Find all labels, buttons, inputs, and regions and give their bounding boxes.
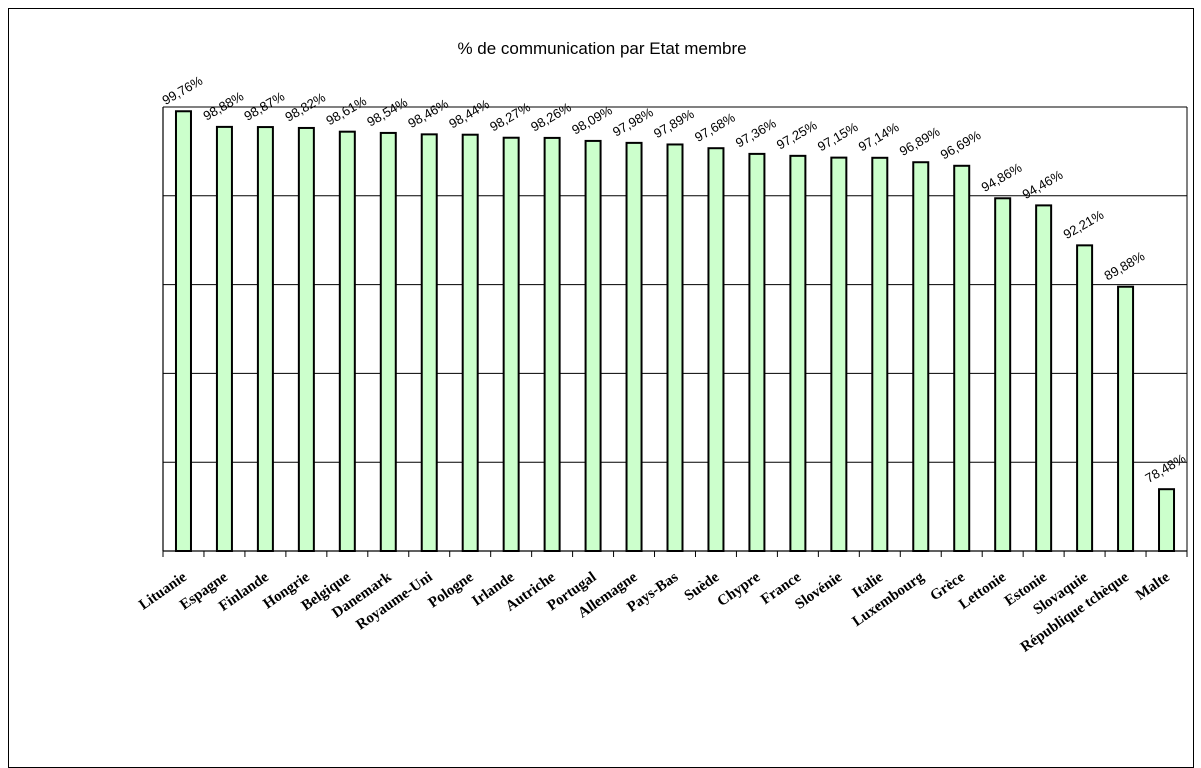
bar bbox=[502, 136, 520, 552]
bar bbox=[338, 130, 356, 552]
data-label: 98,88% bbox=[200, 88, 246, 123]
bar bbox=[912, 161, 930, 552]
data-label: 98,27% bbox=[487, 99, 533, 134]
bar bbox=[1117, 285, 1135, 552]
bar bbox=[379, 131, 397, 553]
bar bbox=[297, 126, 315, 553]
data-label: 98,61% bbox=[323, 93, 369, 128]
category-label: Pologne bbox=[426, 569, 477, 611]
data-label: 98,54% bbox=[364, 94, 410, 129]
category-label: Lettonie bbox=[956, 569, 1009, 613]
bar bbox=[789, 154, 807, 552]
category-label: Chypre bbox=[715, 569, 764, 610]
data-label: 99,76% bbox=[159, 73, 205, 108]
bar bbox=[953, 164, 971, 552]
data-label: 97,98% bbox=[610, 104, 656, 139]
bar bbox=[1035, 204, 1053, 552]
bar bbox=[707, 147, 725, 553]
bar bbox=[420, 133, 438, 552]
bar bbox=[1158, 488, 1176, 552]
data-label: 97,36% bbox=[733, 115, 779, 150]
bar-chart-plot: 99,76%Lituanie98,88%Espagne98,87%Finland… bbox=[136, 73, 1189, 656]
data-label: 96,69% bbox=[938, 127, 984, 162]
bar bbox=[215, 125, 233, 552]
chart-title: % de communication par Etat membre bbox=[457, 39, 747, 58]
bar bbox=[994, 197, 1012, 552]
data-label: 97,25% bbox=[774, 117, 820, 152]
data-label: 98,44% bbox=[446, 96, 492, 131]
data-label: 98,26% bbox=[528, 99, 574, 134]
chart-frame: % de communication par Etat membre 99,76… bbox=[8, 8, 1194, 768]
data-label: 98,87% bbox=[241, 88, 287, 123]
bar bbox=[1076, 244, 1094, 552]
data-label: 89,88% bbox=[1102, 248, 1148, 283]
bar bbox=[174, 110, 192, 553]
category-label: Malte bbox=[1133, 569, 1173, 604]
data-label: 92,21% bbox=[1061, 207, 1107, 242]
data-label: 97,14% bbox=[856, 119, 902, 154]
bar bbox=[584, 139, 602, 552]
data-label: 96,89% bbox=[897, 124, 943, 159]
data-label: 98,46% bbox=[405, 96, 451, 131]
bar bbox=[871, 156, 889, 552]
category-label: Slovénie bbox=[792, 569, 845, 613]
bar bbox=[543, 136, 561, 552]
data-label: 97,89% bbox=[651, 106, 697, 141]
data-label: 97,68% bbox=[692, 110, 738, 145]
bar bbox=[666, 143, 684, 552]
bar bbox=[625, 141, 643, 552]
data-label: 94,46% bbox=[1020, 167, 1066, 202]
bar bbox=[256, 126, 274, 553]
data-label: 97,15% bbox=[815, 119, 861, 154]
data-label: 94,86% bbox=[979, 160, 1025, 195]
bar bbox=[461, 133, 479, 552]
bar bbox=[830, 156, 848, 552]
bar bbox=[748, 152, 766, 552]
data-label: 78,48% bbox=[1143, 451, 1189, 486]
data-label: 98,09% bbox=[569, 102, 615, 137]
